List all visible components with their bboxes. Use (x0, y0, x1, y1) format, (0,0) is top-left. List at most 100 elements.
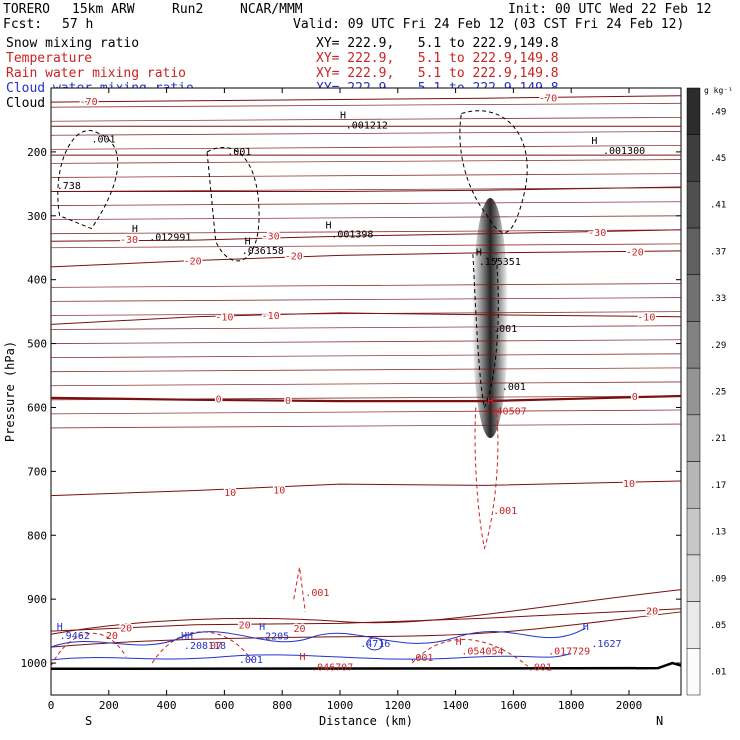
y-tick-label-8: 1000 (21, 657, 48, 670)
x-tick-label-8: 1600 (500, 699, 527, 712)
x-tick-label-10: 2000 (616, 699, 643, 712)
colorbar-label-3: .13 (710, 528, 726, 538)
y-tick-label-6: 800 (27, 529, 47, 542)
isotherm-label-17: 20 (120, 623, 132, 634)
isotherm-line-5 (50, 250, 682, 268)
annotation-19: .001 (493, 506, 517, 517)
cloudwater-ring (366, 637, 384, 651)
annotation-9: H (326, 221, 332, 232)
x-tick-label-4: 800 (272, 699, 292, 712)
annotation-38: 20 (106, 631, 118, 642)
isotherm-minor-5 (50, 173, 682, 178)
x-tick-label-1: 200 (99, 699, 119, 712)
colorbar-label-0: .01 (710, 668, 726, 678)
colorbar-label-8: .33 (710, 294, 726, 304)
annotation-17: H (487, 396, 493, 407)
isotherm-minor-15 (50, 339, 682, 344)
isotherm-label-10: -10 (637, 313, 655, 324)
annotation-5: .001 (227, 147, 251, 158)
colorbar-label-1: .05 (710, 621, 726, 631)
isotherm-label-1: -70 (539, 94, 557, 105)
colorbar-label-5: .21 (710, 434, 726, 444)
colorbar-cell-8 (686, 461, 701, 509)
colorbar-cell-4 (686, 274, 701, 322)
isotherm-line-8 (50, 480, 682, 497)
annotation-31: .017729 (548, 647, 590, 658)
legend-name-0: Snow mixing ratio (6, 36, 140, 51)
colorbar-label-7: .29 (710, 341, 726, 351)
fcst-value: 57 h (62, 17, 94, 32)
isotherm-low-1 (50, 589, 682, 635)
annotation-36: .046707 (311, 663, 353, 674)
isotherm-line-6 (50, 312, 682, 325)
colorbar-cell-5 (686, 321, 701, 369)
cloudwater-contour-1 (50, 627, 586, 648)
isotherm-label-19: 20 (294, 624, 306, 635)
ice-contour-2 (206, 147, 260, 262)
colorbar-label-6: .25 (710, 388, 726, 398)
y-tick-label-0: 200 (27, 146, 47, 159)
legend-name-1: Temperature (6, 51, 93, 66)
colorbar-label-9: .37 (710, 247, 726, 257)
annotation-2: H (591, 136, 597, 147)
legend-name-2: Rain water mixing ratio (6, 66, 187, 81)
isotherm-minor-7 (50, 201, 682, 206)
terrain-line (50, 661, 682, 671)
isotherm-minor-10 (50, 243, 682, 249)
annotation-3: .001300 (603, 146, 645, 157)
init-time: Init: 00 UTC Wed 22 Feb 12 (508, 2, 712, 17)
rain-contour-1 (474, 407, 499, 550)
isotherm-minor-12 (50, 297, 682, 302)
fcst-label: Fcst: (3, 17, 43, 32)
colorbar-cell-7 (686, 414, 701, 462)
isotherm-minor-17 (50, 367, 682, 373)
isotherm-minor-6 (50, 187, 682, 192)
isotherm-minor-14 (50, 325, 682, 330)
annotation-24: .208118 (184, 641, 226, 652)
annotation-39: 07 (210, 641, 222, 652)
isotherm-label-16: 10 (623, 479, 635, 490)
annotation-0: H (340, 111, 346, 122)
colorbar-cell-2 (686, 181, 701, 229)
isotherm-label-15: 10 (273, 485, 285, 496)
rain-contour-2 (293, 567, 306, 613)
org-label: NCAR/MMM (240, 2, 303, 17)
colorbar-label-11: .45 (710, 154, 726, 164)
annotation-12: .036158 (242, 246, 284, 257)
run-label: Run2 (172, 2, 204, 17)
colorbar-cell-9 (686, 507, 701, 556)
isotherm-label-18: 20 (239, 621, 251, 632)
annotation-20: .001 (305, 588, 329, 599)
x-tick-label-5: 1000 (327, 699, 354, 712)
y-axis-label: Pressure (hPa) (3, 341, 17, 442)
annotation-30: .054054 (461, 647, 503, 658)
annotation-11: H (245, 237, 251, 248)
isotherm-label-2: -30 (120, 235, 138, 246)
colorbar-label-4: .17 (710, 481, 726, 491)
colorbar-label-10: .41 (710, 201, 726, 211)
x-tick-label-9: 1800 (558, 699, 585, 712)
x-tick-label-7: 1400 (442, 699, 469, 712)
x-tick-label-0: 0 (48, 699, 55, 712)
annotation-21: H (57, 622, 63, 633)
colorbar-cell-10 (686, 554, 701, 602)
isotherm-label-5: -20 (184, 257, 202, 268)
annotation-27: .4716 (360, 639, 390, 650)
colorbar-cell-0 (686, 87, 701, 135)
isotherm-minor-21 (50, 423, 682, 429)
isotherm-minor-1 (50, 116, 682, 122)
annotation-28: .001 (239, 655, 263, 666)
annotation-15: .001 (493, 324, 517, 335)
cloudwater-contour-2 (50, 652, 572, 661)
model-name: TORERO (3, 2, 50, 17)
colorbar-cell-6 (686, 367, 701, 416)
north-label: N (656, 714, 663, 728)
annotation-23: HH (181, 631, 193, 642)
valid-time: Valid: 09 UTC Fri 24 Feb 12 (03 CST Fri … (293, 17, 685, 32)
x-tick-label-3: 600 (214, 699, 234, 712)
isotherm-label-14: 10 (224, 488, 236, 499)
isotherm-label-3: -30 (262, 232, 280, 243)
colorbar-label-12: .49 (710, 107, 726, 117)
annotation-13: H (476, 247, 482, 258)
